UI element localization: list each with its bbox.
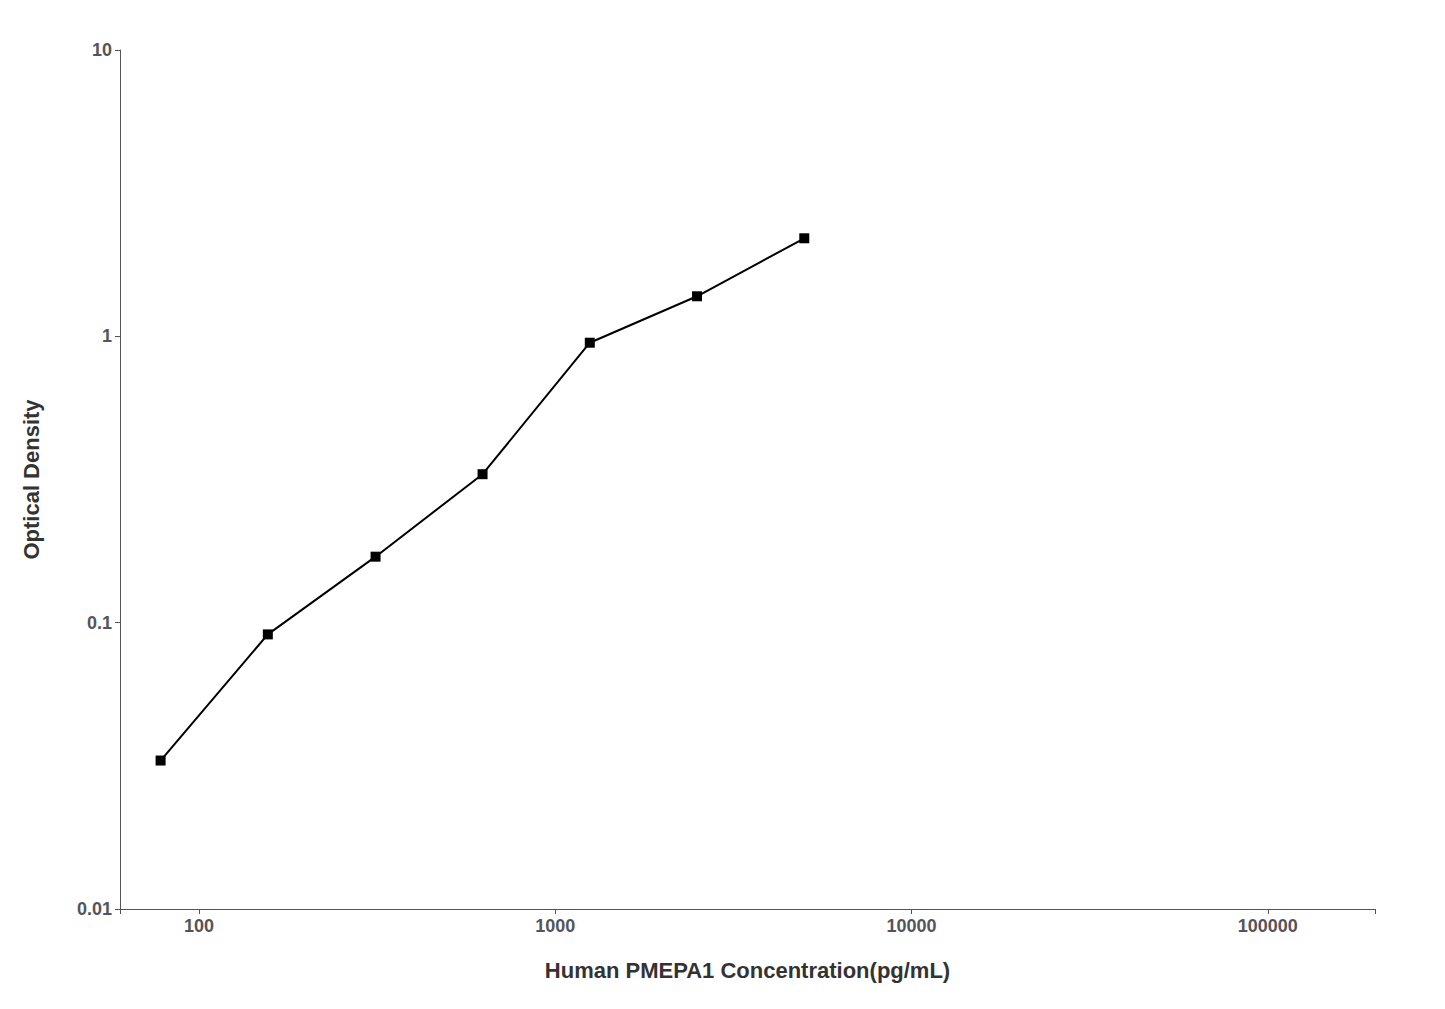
svg-text:0.01: 0.01 xyxy=(77,899,112,919)
svg-text:100000: 100000 xyxy=(1238,916,1298,936)
svg-text:0.1: 0.1 xyxy=(87,613,112,633)
svg-text:1000: 1000 xyxy=(535,916,575,936)
svg-text:Optical Density: Optical Density xyxy=(19,399,44,560)
svg-text:10000: 10000 xyxy=(886,916,936,936)
svg-text:100: 100 xyxy=(184,916,214,936)
svg-text:10: 10 xyxy=(92,40,112,60)
svg-text:Human PMEPA1 Concentration(pg/: Human PMEPA1 Concentration(pg/mL) xyxy=(545,958,950,983)
svg-text:1: 1 xyxy=(102,326,112,346)
